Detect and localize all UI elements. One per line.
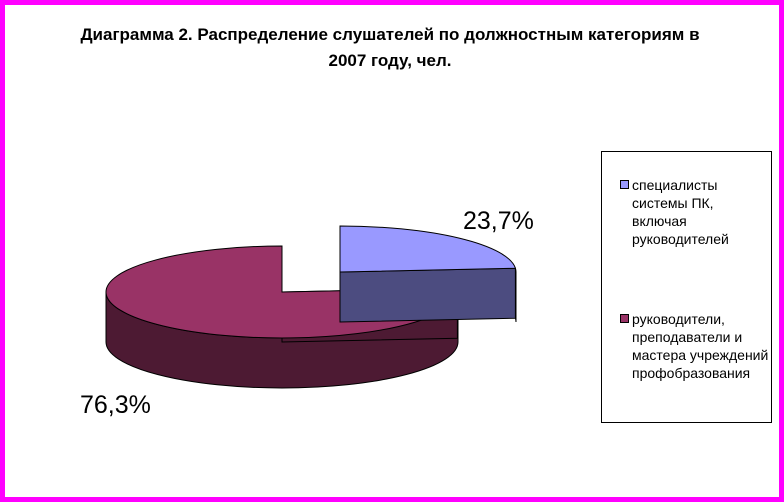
legend-swatch-managers bbox=[620, 314, 629, 323]
pie-slice-specialists bbox=[339, 225, 517, 273]
legend-label-managers: руководители, преподаватели и мастера уч… bbox=[632, 311, 769, 381]
data-label-managers: 76,3% bbox=[80, 391, 151, 419]
chart-legend: специалисты системы ПК, включая руководи… bbox=[601, 151, 772, 423]
legend-label-specialists: специалисты системы ПК, включая руководи… bbox=[632, 177, 729, 247]
legend-swatch-specialists bbox=[620, 180, 629, 189]
chart-title: Диаграмма 2. Распределение слушателей по… bbox=[80, 25, 700, 70]
data-label-specialists: 23,7% bbox=[463, 207, 534, 235]
pie-slice-cut-specialists bbox=[339, 267, 516, 323]
